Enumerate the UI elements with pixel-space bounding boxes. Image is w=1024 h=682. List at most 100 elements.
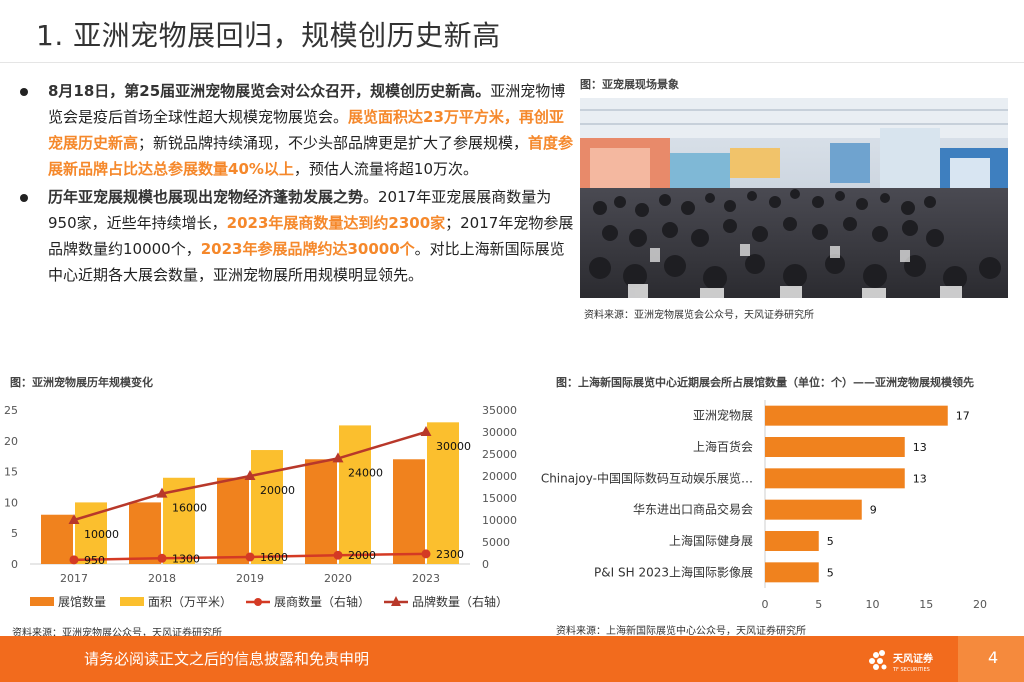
brands-point xyxy=(332,452,344,463)
exhibition-halls-chart: 亚洲宠物展 17 上海百货会 13 Chinajoy-中国国际数码互动娱乐展览… 13 华东… xyxy=(541,400,987,611)
exhibition-scale-chart: 0 5 10 15 20 25 0 5000 10000 15000 20000 25000 30000… xyxy=(4,404,517,609)
bar-area xyxy=(339,425,371,564)
bullet-segment: 历年亚宠展规模也展现出宠物经济蓬勃发展之势 xyxy=(48,188,364,206)
data-label: 20000 xyxy=(260,484,295,497)
y-left-tick-label: 5 xyxy=(11,527,18,540)
category-label: 亚洲宠物展 xyxy=(693,408,753,423)
svg-text:TF SECURITIES: TF SECURITIES xyxy=(892,667,930,673)
y-right-tick-label: 10000 xyxy=(482,514,517,527)
page-number: 4 xyxy=(988,648,999,667)
category-label: Chinajoy-中国国际数码互动娱乐展览… xyxy=(541,470,753,485)
footer-bar: 请务必阅读正文之后的信息披露和免责申明 天风证券 TF SECURITIES 4 xyxy=(0,636,1024,682)
bar-halls xyxy=(765,531,819,551)
brands-point xyxy=(420,426,432,436)
y-left-tick-label: 20 xyxy=(4,435,18,448)
legend-swatch xyxy=(30,597,54,606)
bar-halls xyxy=(217,477,249,564)
bar-halls xyxy=(765,562,819,583)
bar-area xyxy=(251,450,283,564)
data-label: 13 xyxy=(913,472,927,485)
legend-marker xyxy=(391,596,401,606)
exhibitors-point xyxy=(333,550,343,560)
data-label: 5 xyxy=(827,566,834,579)
x-tick-label: 10 xyxy=(866,598,880,611)
x-tick-label: 0 xyxy=(762,598,769,611)
data-label: 2000 xyxy=(348,549,376,562)
y-right-tick-label: 20000 xyxy=(482,470,517,483)
legend-label: 展馆数量 xyxy=(58,594,106,609)
bullet-segment: 首度参展新品牌占比达总参展数量40%以上 xyxy=(48,134,574,178)
category-label: 上海百货会 xyxy=(693,439,753,454)
data-label: 1300 xyxy=(172,552,200,565)
bullet-list: 8月18日，第25届亚洲宠物展览会对公众召开，规模创历史新高。亚洲宠物博览会是疫… xyxy=(18,78,578,290)
crowd-scene-image xyxy=(580,98,1008,298)
x-tick-label: 2018 xyxy=(148,572,176,585)
data-label: 30000 xyxy=(436,440,471,453)
footer-disclaimer: 请务必阅读正文之后的信息披露和免责申明 xyxy=(84,650,370,668)
legend-swatch xyxy=(120,597,144,606)
chart2-source: 资料来源：上海新国际展览中心公众号，天风证券研究所 xyxy=(556,626,806,637)
data-label: 950 xyxy=(84,554,105,567)
y-right-tick-label: 15000 xyxy=(482,492,517,505)
photo-source: 资料来源：亚洲宠物展览会公众号，天风证券研究所 xyxy=(584,310,814,321)
data-label: 24000 xyxy=(348,466,383,479)
svg-text:天风证券: 天风证券 xyxy=(893,652,934,665)
data-label: 1600 xyxy=(260,551,288,564)
exhibitors-point xyxy=(69,555,79,565)
chart1-caption: 图：亚洲宠物展历年规模变化 xyxy=(10,376,153,389)
bar-halls xyxy=(765,437,905,457)
x-tick-label: 5 xyxy=(815,598,822,611)
y-left-tick-label: 15 xyxy=(4,466,18,479)
y-right-tick-label: 0 xyxy=(482,558,489,571)
bar-halls xyxy=(765,468,905,489)
data-label: 5 xyxy=(827,535,834,548)
bullet-segment: 2023年参展品牌约达30000个 xyxy=(200,240,415,258)
data-label: 10000 xyxy=(84,528,119,541)
bar-halls xyxy=(765,499,862,520)
y-left-tick-label: 25 xyxy=(4,404,18,417)
y-right-tick-label: 30000 xyxy=(482,426,517,439)
data-label: 13 xyxy=(913,441,927,454)
data-label: 9 xyxy=(870,504,877,517)
legend-marker xyxy=(254,598,262,606)
bullet-dot-icon xyxy=(20,88,28,96)
exhibitors-point xyxy=(157,553,167,563)
bar-halls xyxy=(393,459,425,564)
bar-halls xyxy=(41,514,73,564)
brands-point xyxy=(244,470,256,480)
x-tick-label: 15 xyxy=(919,598,933,611)
brands-point xyxy=(68,514,80,524)
bullet-segment: ；新锐品牌持续涌现，不少头部品牌更是扩大了参展规模， xyxy=(138,134,529,152)
x-tick-label: 2023 xyxy=(412,572,440,585)
bullet-segment: 2023年展商数量达到约2300家 xyxy=(226,214,446,232)
category-label: 上海国际健身展 xyxy=(669,533,753,548)
bar-halls xyxy=(765,405,948,426)
data-label: 17 xyxy=(956,410,970,423)
bullet-segment: ，预估人流量将超10万次。 xyxy=(293,160,478,178)
tianfeng-logo-icon: 天风证券 TF SECURITIES xyxy=(869,650,934,673)
expo-crowd-photo xyxy=(580,98,1008,298)
bullet-segment: 。2017年亚宠展展商数量为950家，近些年持续增长， xyxy=(48,188,552,232)
data-label: 16000 xyxy=(172,502,207,515)
brands-point xyxy=(156,487,168,498)
bullet-segment: 8月18日，第25届亚洲宠物展览会对公众召开，规模创历史新高。 xyxy=(48,82,491,100)
bullet-segment: 展览面积达23万平方米，再创亚宠展历史新高 xyxy=(48,108,564,152)
y-left-tick-label: 0 xyxy=(11,558,18,571)
bullet-text-1: 8月18日，第25届亚洲宠物展览会对公众召开，规模创历史新高。亚洲宠物博览会是疫… xyxy=(48,82,573,178)
bar-halls xyxy=(305,459,337,564)
y-right-tick-label: 25000 xyxy=(482,448,517,461)
y-right-tick-label: 35000 xyxy=(482,404,517,417)
bullet-item-2: 历年亚宠展规模也展现出宠物经济蓬勃发展之势。2017年亚宠展展商数量为950家，… xyxy=(18,184,578,288)
bullet-text-2: 历年亚宠展规模也展现出宠物经济蓬勃发展之势。2017年亚宠展展商数量为950家，… xyxy=(48,188,573,284)
category-label: 华东进出口商品交易会 xyxy=(633,502,753,517)
photo-caption: 图：亚宠展现场景象 xyxy=(580,78,679,91)
category-label: P&I SH 2023上海国际影像展 xyxy=(594,564,753,579)
legend-label: 品牌数量（右轴） xyxy=(412,594,508,609)
bar-area xyxy=(427,422,459,564)
x-tick-label: 2019 xyxy=(236,572,264,585)
legend-label: 展商数量（右轴） xyxy=(274,594,370,609)
exhibitors-point xyxy=(421,549,431,559)
bullet-segment: 。对比上海新国际展览中心近期各大展会数量，亚洲宠物展所用规模明显领先。 xyxy=(48,240,565,284)
x-tick-label: 2017 xyxy=(60,572,88,585)
bullet-segment: 亚洲宠物博览会是疫后首场全球性超大规模宠物展览会。 xyxy=(48,82,566,126)
